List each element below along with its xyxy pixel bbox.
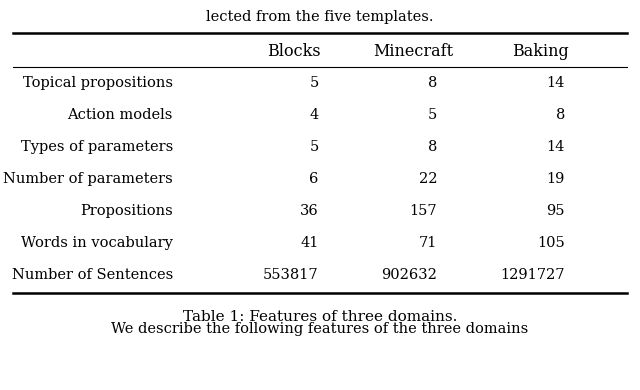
Text: Number of Sentences: Number of Sentences (12, 268, 173, 282)
Text: 5: 5 (310, 140, 319, 154)
Text: 5: 5 (310, 76, 319, 90)
Text: 8: 8 (556, 108, 565, 122)
Text: 4: 4 (310, 108, 319, 122)
Text: 8: 8 (428, 76, 437, 90)
Text: 36: 36 (300, 204, 319, 218)
Text: 95: 95 (547, 204, 565, 218)
Text: Baking: Baking (513, 43, 569, 60)
Text: 41: 41 (300, 236, 319, 250)
Text: 105: 105 (538, 236, 565, 250)
Text: Table 1: Features of three domains.: Table 1: Features of three domains. (183, 310, 457, 324)
Text: 71: 71 (419, 236, 437, 250)
Text: 553817: 553817 (263, 268, 319, 282)
Text: 5: 5 (428, 108, 437, 122)
Text: Topical propositions: Topical propositions (23, 76, 173, 90)
Text: Number of parameters: Number of parameters (3, 172, 173, 186)
Text: We describe the following features of the three domains: We describe the following features of th… (111, 322, 529, 336)
Text: 902632: 902632 (381, 268, 437, 282)
Text: Minecraft: Minecraft (372, 43, 453, 60)
Text: Types of parameters: Types of parameters (20, 140, 173, 154)
Text: 19: 19 (547, 172, 565, 186)
Text: Propositions: Propositions (80, 204, 173, 218)
Text: 157: 157 (410, 204, 437, 218)
Text: 8: 8 (428, 140, 437, 154)
Text: 1291727: 1291727 (500, 268, 565, 282)
Text: Words in vocabulary: Words in vocabulary (21, 236, 173, 250)
Text: Blocks: Blocks (268, 43, 321, 60)
Text: 6: 6 (309, 172, 319, 186)
Text: 14: 14 (547, 76, 565, 90)
Text: 22: 22 (419, 172, 437, 186)
Text: lected from the five templates.: lected from the five templates. (206, 10, 434, 24)
Text: 14: 14 (547, 140, 565, 154)
Text: Action models: Action models (67, 108, 173, 122)
